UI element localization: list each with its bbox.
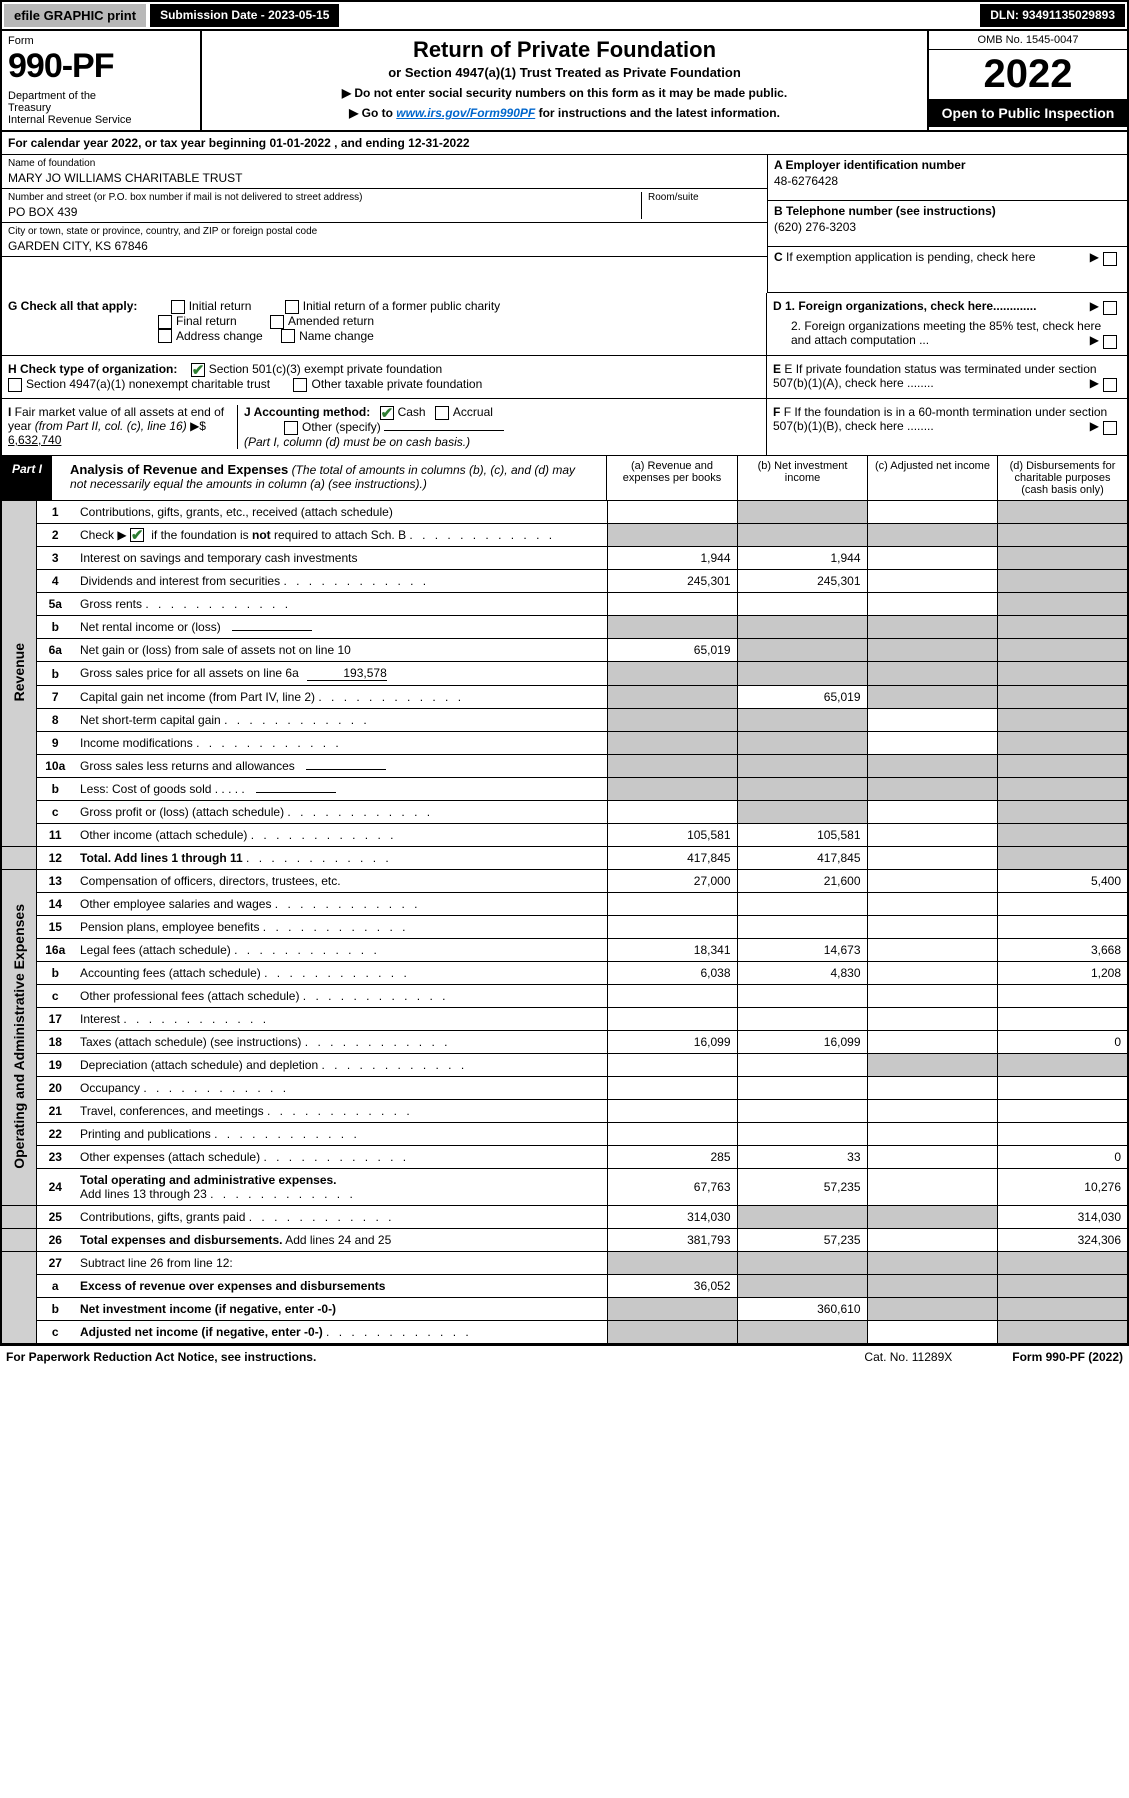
form-subtitle: or Section 4947(a)(1) Trust Treated as P… — [222, 65, 907, 80]
form-header: Form 990-PF Department of theTreasuryInt… — [0, 29, 1129, 132]
j-other[interactable] — [284, 421, 298, 435]
ein: 48-6276428 — [774, 174, 1121, 188]
c-checkbox[interactable] — [1103, 252, 1117, 266]
room-label: Room/suite — [648, 192, 761, 203]
footer-left: For Paperwork Reduction Act Notice, see … — [6, 1350, 316, 1364]
i-section: I Fair market value of all assets at end… — [8, 405, 238, 449]
instr-line-2: ▶ Go to www.irs.gov/Form990PF for instru… — [222, 106, 907, 120]
fmv-value: 6,632,740 — [8, 433, 61, 447]
d2-checkbox[interactable] — [1103, 335, 1117, 349]
part1-header: Part I Analysis of Revenue and Expenses … — [2, 456, 1127, 501]
h-section: H Check type of organization: Section 50… — [2, 356, 767, 398]
j-note: (Part I, column (d) must be on cash basi… — [244, 435, 470, 449]
col-b-header: (b) Net investment income — [737, 456, 867, 500]
revenue-sidebar: Revenue — [9, 623, 29, 721]
name-label: Name of foundation — [8, 158, 761, 169]
f-section: F F If the foundation is in a 60-month t… — [767, 399, 1127, 455]
tax-year: 2022 — [929, 50, 1127, 99]
dept: Department of theTreasuryInternal Revenu… — [8, 90, 194, 126]
ein-label: A Employer identification number — [774, 158, 966, 172]
phone: (620) 276-3203 — [774, 220, 1121, 234]
g-section: G Check all that apply: Initial return I… — [2, 293, 767, 355]
omb-number: OMB No. 1545-0047 — [929, 31, 1127, 50]
open-to-public: Open to Public Inspection — [929, 99, 1127, 127]
form-number: 990-PF — [8, 47, 194, 86]
g-initial-former[interactable] — [285, 300, 299, 314]
col-c-header: (c) Adjusted net income — [867, 456, 997, 500]
j-cash[interactable] — [380, 406, 394, 420]
page-footer: For Paperwork Reduction Act Notice, see … — [0, 1346, 1129, 1368]
c-label: C If exemption application is pending, c… — [774, 250, 1036, 264]
phone-label: B Telephone number (see instructions) — [774, 204, 996, 218]
instructions-link[interactable]: www.irs.gov/Form990PF — [396, 106, 535, 120]
schb-checkbox[interactable] — [130, 528, 144, 542]
h-501c3[interactable] — [191, 363, 205, 377]
d1-checkbox[interactable] — [1103, 301, 1117, 315]
foundation-name: MARY JO WILLIAMS CHARITABLE TRUST — [8, 171, 761, 185]
city-label: City or town, state or province, country… — [8, 226, 761, 237]
e-checkbox[interactable] — [1103, 378, 1117, 392]
revenue-table: Revenue 1Contributions, gifts, grants, e… — [2, 501, 1127, 1345]
dln: DLN: 93491135029893 — [980, 4, 1125, 27]
j-section: J Accounting method: Cash Accrual Other … — [238, 405, 760, 449]
expenses-sidebar: Operating and Administrative Expenses — [9, 884, 29, 1189]
g-amended[interactable] — [270, 315, 284, 329]
submission-date: Submission Date - 2023-05-15 — [150, 4, 339, 27]
d2-label: 2. Foreign organizations meeting the 85%… — [791, 319, 1101, 347]
j-accrual[interactable] — [435, 406, 449, 420]
footer-catno: Cat. No. 11289X — [864, 1350, 952, 1364]
g-final[interactable] — [158, 315, 172, 329]
g-name-change[interactable] — [281, 329, 295, 343]
efile-btn[interactable]: efile GRAPHIC print — [4, 4, 146, 27]
h-4947[interactable] — [8, 378, 22, 392]
footer-right: Form 990-PF (2022) — [1012, 1350, 1123, 1364]
col-a-header: (a) Revenue and expenses per books — [607, 456, 737, 500]
address: PO BOX 439 — [8, 205, 641, 219]
col-d-header: (d) Disbursements for charitable purpose… — [997, 456, 1127, 500]
d-section: D 1. Foreign organizations, check here..… — [767, 293, 1127, 355]
top-bar: efile GRAPHIC print Submission Date - 20… — [0, 0, 1129, 29]
form-title: Return of Private Foundation — [222, 37, 907, 63]
e-section: E E If private foundation status was ter… — [767, 356, 1127, 398]
part1-label: Part I — [2, 456, 52, 500]
h-other-taxable[interactable] — [293, 378, 307, 392]
form-label: Form — [8, 35, 194, 47]
instr-line-1: ▶ Do not enter social security numbers o… — [222, 86, 907, 100]
g-initial[interactable] — [171, 300, 185, 314]
calendar-year-row: For calendar year 2022, or tax year begi… — [2, 132, 1127, 155]
addr-label: Number and street (or P.O. box number if… — [8, 192, 641, 203]
d1-label: D 1. Foreign organizations, check here..… — [773, 299, 1036, 313]
g-addr-change[interactable] — [158, 329, 172, 343]
f-checkbox[interactable] — [1103, 421, 1117, 435]
city-state-zip: GARDEN CITY, KS 67846 — [8, 239, 761, 253]
